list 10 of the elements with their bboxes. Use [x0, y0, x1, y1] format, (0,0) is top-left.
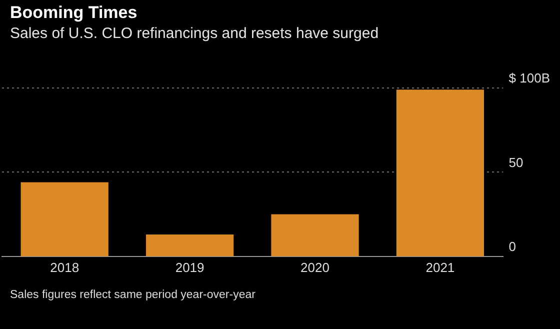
chart-title: Booming Times [10, 3, 138, 23]
y-tick-label: 0 [508, 238, 516, 254]
x-tick-label: 2018 [50, 260, 80, 275]
y-tick-label: $ 100B [508, 70, 550, 86]
y-tick-label: 50 [508, 154, 524, 170]
x-tick-label: 2020 [300, 260, 330, 275]
chart-subtitle: Sales of U.S. CLO refinancings and resets have surged [10, 25, 379, 42]
text: Sales figures reflect same period year-over-year [10, 288, 256, 303]
x-tick-label: 2021 [426, 260, 455, 275]
x-tick-label: 2019 [175, 260, 204, 275]
